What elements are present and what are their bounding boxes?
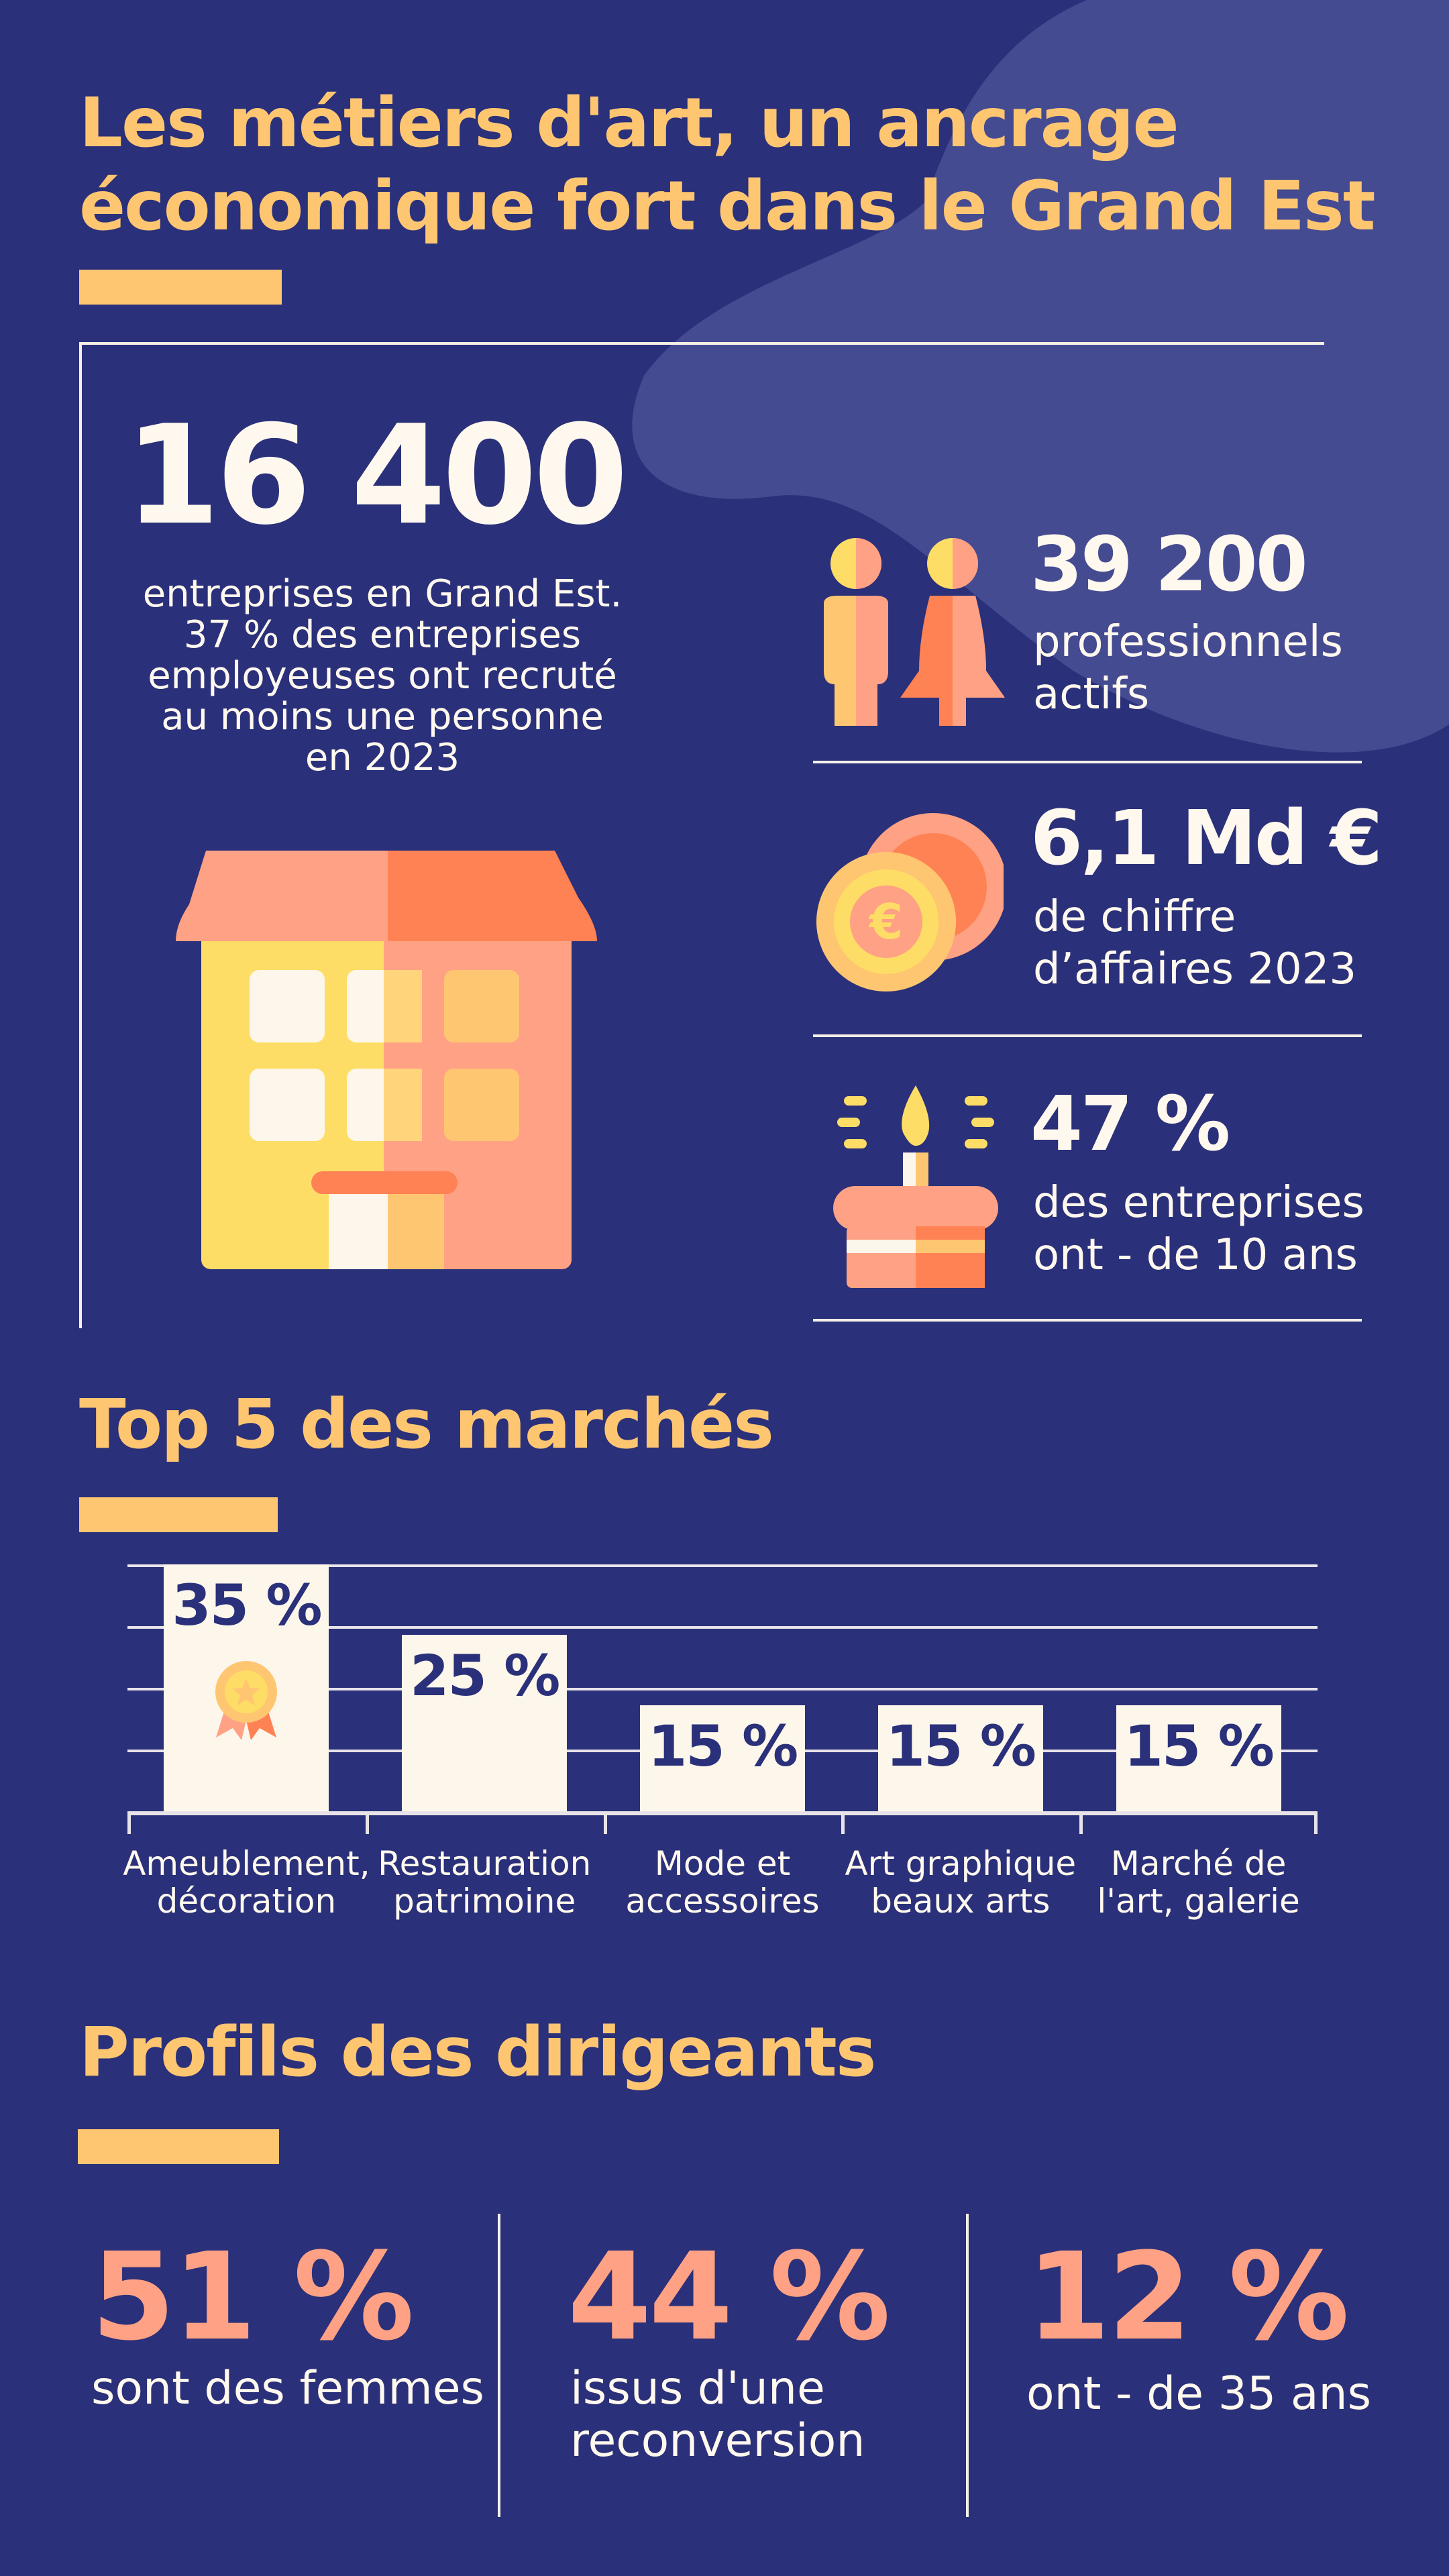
chart-gridline [127, 1626, 1318, 1629]
chart-gridline [127, 1564, 1318, 1567]
stat-divider-2 [813, 1034, 1362, 1037]
frame-top-line [79, 342, 1324, 345]
chart-category-label: Art graphique beaux arts [845, 1844, 1077, 1921]
frame-left-line [79, 342, 82, 1328]
chart-axis-tick [603, 1811, 607, 1834]
stat-divider-1 [813, 761, 1362, 763]
svg-text:€: € [868, 894, 903, 950]
chart-x-axis [127, 1811, 1318, 1815]
stat-value-young-companies: 47 % [1030, 1081, 1230, 1168]
chart-category-label: Mode et accessoires [625, 1844, 820, 1921]
profile-reconversion-value: 44 % [568, 2227, 891, 2367]
chart-axis-tick [127, 1811, 131, 1834]
chart-axis-tick [841, 1811, 845, 1834]
birthday-cake-icon [833, 1085, 998, 1288]
profiles-accent-bar [78, 2129, 279, 2164]
chart-bar [1116, 1705, 1281, 1811]
markets-accent-bar [79, 1497, 278, 1532]
chart-value-label: 15 % [1124, 1713, 1274, 1780]
stat-label-professionals: professionnels actifs [1033, 617, 1343, 719]
markets-title: Top 5 des marchés [79, 1385, 774, 1464]
stat-divider-3 [813, 1319, 1362, 1322]
profile-divider-1 [498, 2214, 500, 2517]
stat-value-professionals: 39 200 [1030, 521, 1308, 608]
chart-gridline [127, 1688, 1318, 1690]
profiles-title: Profils des dirigeants [79, 2012, 876, 2092]
profile-divider-2 [966, 2214, 969, 2517]
profile-young-label: ont - de 35 ans [1026, 2367, 1372, 2420]
chart-axis-tick [1079, 1811, 1083, 1834]
markets-chart: 35 % Ameublement, décoration 25 % Restaurat… [123, 1556, 1318, 1925]
stat-label-revenue: de chiffre d’affaires 2023 [1033, 892, 1357, 994]
page-title: Les métiers d'art, un ancrage économique… [79, 83, 1375, 246]
building-icon [176, 851, 597, 1269]
people-icon [824, 538, 1005, 726]
profile-reconversion-label: issus d'une reconversion [570, 2362, 865, 2467]
chart-bar [877, 1705, 1043, 1811]
chart-value-label: 15 % [885, 1713, 1036, 1780]
chart-bar [402, 1635, 568, 1811]
chart-axis-tick [1314, 1811, 1318, 1834]
stat-value-revenue: 6,1 Md € [1030, 795, 1383, 882]
chart-category-label: Marché de l'art, galerie [1097, 1844, 1300, 1921]
chart-value-label: 25 % [410, 1643, 560, 1709]
profile-young-value: 12 % [1026, 2227, 1350, 2367]
profile-women-value: 51 % [91, 2227, 415, 2367]
chart-axis-tick [365, 1811, 369, 1834]
chart-bar [640, 1705, 805, 1811]
chart-category-label: Ameublement, décoration [123, 1844, 370, 1921]
euro-coins-icon: € [816, 813, 1004, 991]
title-accent-bar [79, 270, 282, 305]
chart-category-label: Restauration patrimoine [378, 1844, 592, 1921]
profile-women-label: sont des femmes [91, 2362, 484, 2415]
chart-value-label: 35 % [172, 1572, 322, 1638]
main-stat-value: 16 400 [125, 396, 629, 555]
main-stat-description: entreprises en Grand Est. 37 % des entre… [142, 572, 623, 780]
stat-label-young-companies: des entreprises ont - de 10 ans [1033, 1178, 1364, 1280]
decorative-blob [632, 0, 1449, 753]
chart-value-label: 15 % [647, 1713, 798, 1780]
medal-icon [215, 1661, 278, 1740]
